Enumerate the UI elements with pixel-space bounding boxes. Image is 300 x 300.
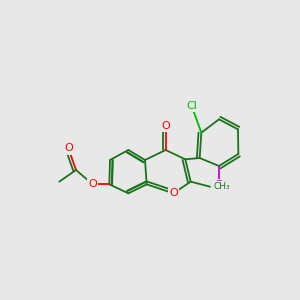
Text: O: O [169, 188, 178, 198]
Text: Cl: Cl [186, 101, 197, 111]
Text: CH₃: CH₃ [213, 182, 230, 191]
Text: O: O [161, 121, 170, 131]
Text: F: F [216, 180, 222, 190]
Text: O: O [64, 143, 73, 153]
Text: O: O [88, 179, 97, 189]
